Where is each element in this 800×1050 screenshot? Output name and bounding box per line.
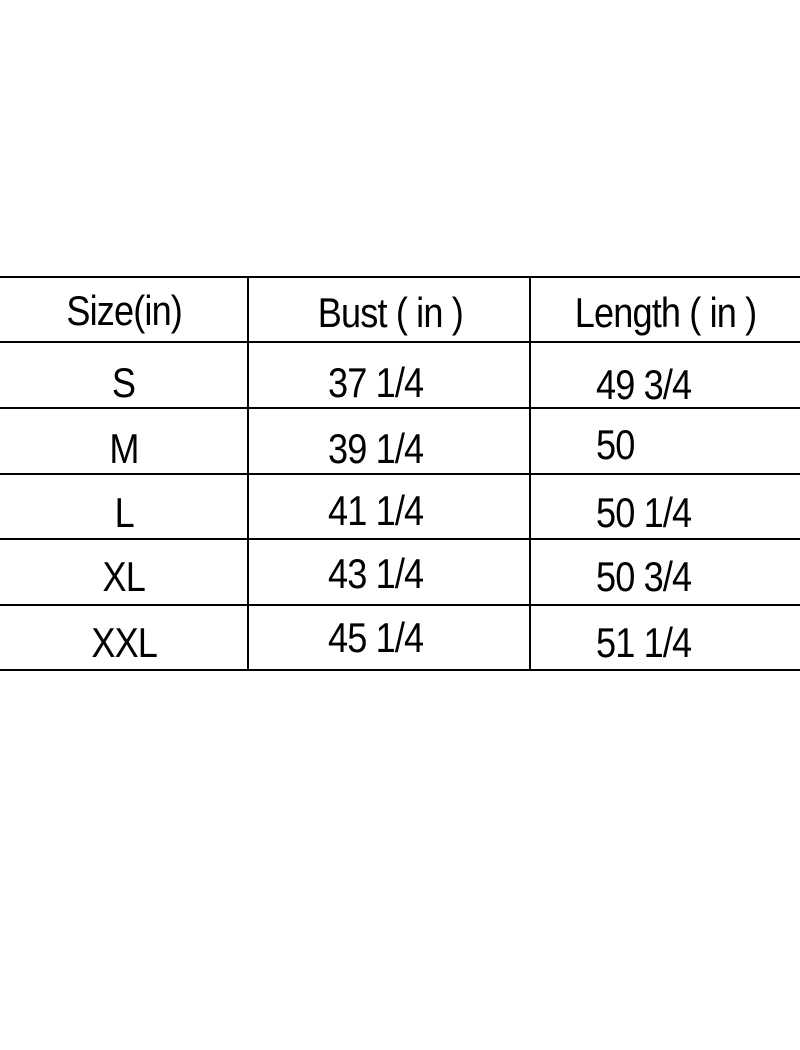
- length-cell: 49 3/4: [596, 361, 692, 408]
- bust-cell: 37 1/4: [328, 359, 424, 406]
- length-cell: 51 1/4: [596, 619, 692, 666]
- bust-cell: 43 1/4: [328, 550, 424, 597]
- length-cell: 50 1/4: [596, 489, 692, 536]
- size-cell: XXL: [91, 619, 158, 666]
- size-cell: S: [112, 359, 136, 406]
- column-divider: [529, 276, 531, 671]
- length-cell: 50: [596, 421, 635, 468]
- size-cell: XL: [102, 553, 146, 600]
- size-cell: M: [109, 425, 139, 472]
- header-bust: Bust ( in ): [317, 289, 463, 336]
- row-divider: [0, 407, 800, 409]
- size-cell: L: [114, 489, 134, 536]
- bust-cell: 39 1/4: [328, 425, 424, 472]
- column-divider: [247, 276, 249, 671]
- row-divider: [0, 538, 800, 540]
- row-divider: [0, 473, 800, 475]
- header-size: Size(in): [66, 287, 182, 334]
- length-cell: 50 3/4: [596, 553, 692, 600]
- bust-cell: 41 1/4: [328, 487, 424, 534]
- bust-cell: 45 1/4: [328, 614, 424, 661]
- table-border: [0, 669, 800, 671]
- header-length: Length ( in ): [575, 289, 757, 336]
- row-divider: [0, 604, 800, 606]
- row-divider: [0, 341, 800, 343]
- table-border: [0, 276, 800, 278]
